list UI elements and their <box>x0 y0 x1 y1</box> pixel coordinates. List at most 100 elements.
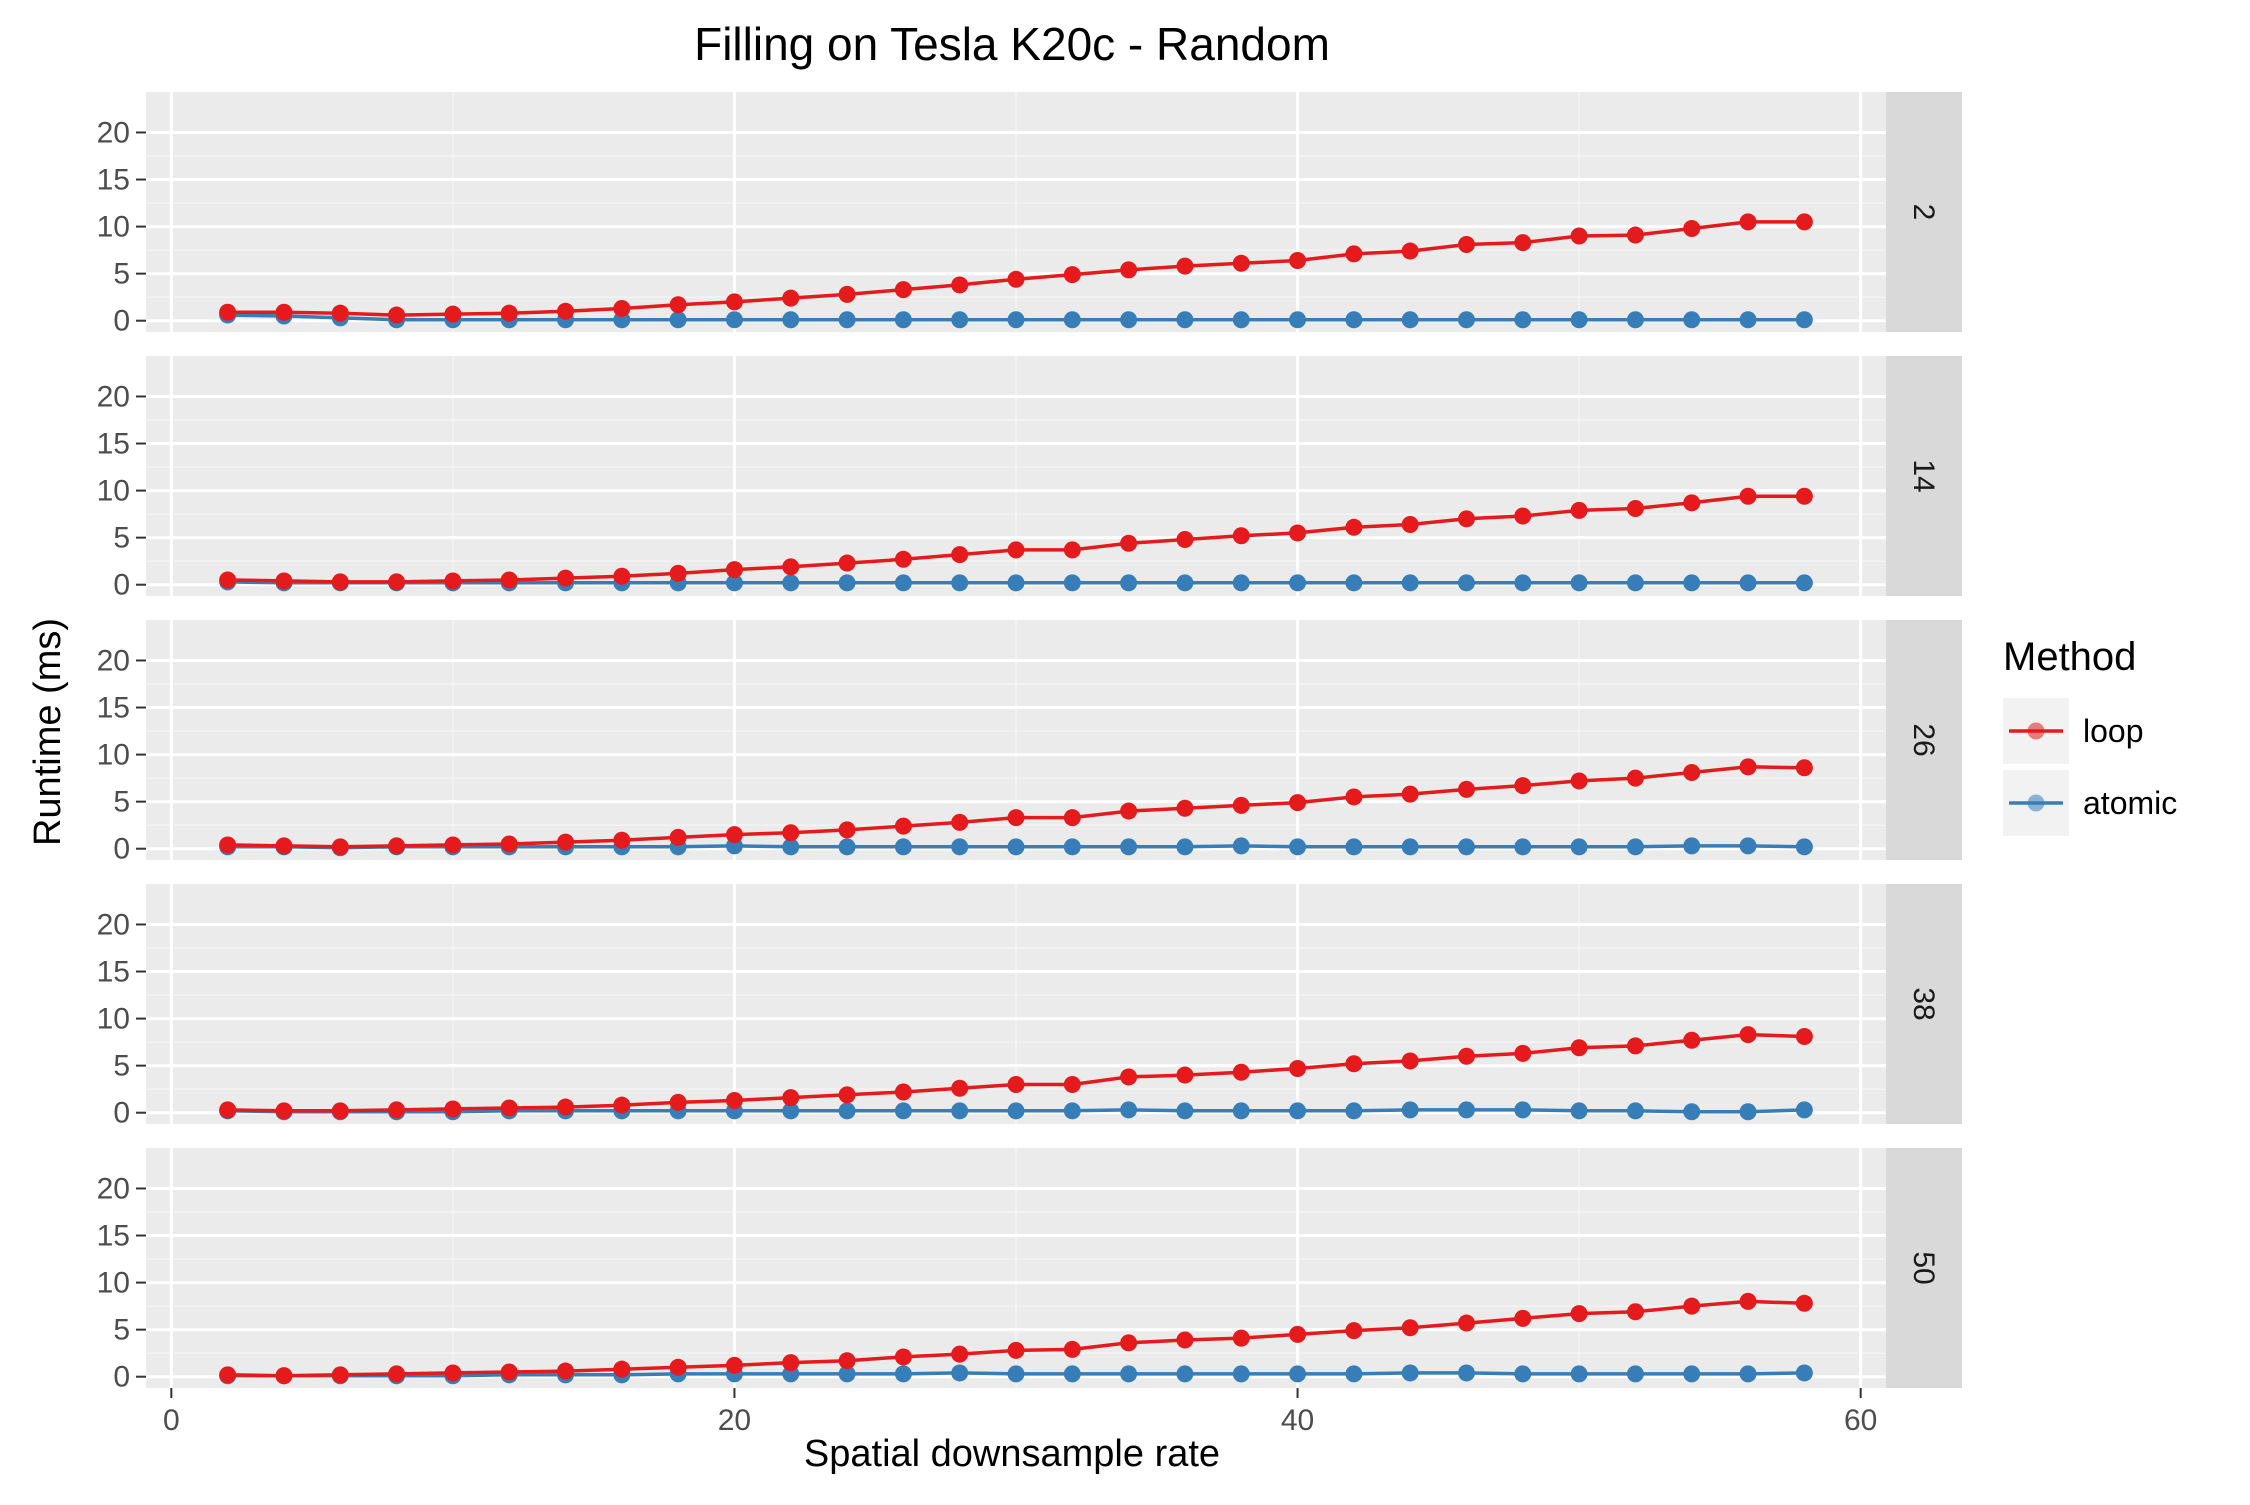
data-point-loop <box>1457 235 1475 253</box>
data-point-loop <box>951 813 969 831</box>
data-point-loop <box>557 833 575 851</box>
data-point-atomic <box>1570 311 1588 329</box>
data-point-loop <box>1232 254 1250 272</box>
data-point-loop <box>1176 257 1194 275</box>
x-axis: 0 20 40 60 <box>163 1388 1877 1437</box>
facet-strip-label: 2 <box>1907 204 1940 221</box>
y-tick-label: 10 <box>97 739 130 772</box>
series-loop <box>219 213 1813 324</box>
data-point-loop <box>500 1363 518 1381</box>
data-point-loop <box>613 1096 631 1114</box>
data-point-loop <box>275 1102 293 1120</box>
data-point-loop <box>1176 1066 1194 1084</box>
y-tick-label: 0 <box>113 569 130 602</box>
data-point-atomic <box>1457 574 1475 592</box>
data-point-loop <box>500 1099 518 1117</box>
data-point-atomic <box>1289 574 1307 592</box>
y-tick-label: 15 <box>97 1220 130 1253</box>
data-point-loop <box>1457 1047 1475 1065</box>
data-point-atomic <box>1795 1364 1813 1382</box>
data-point-loop <box>838 821 856 839</box>
data-point-loop <box>500 571 518 589</box>
data-point-atomic <box>1457 838 1475 856</box>
data-point-loop <box>1457 780 1475 798</box>
data-point-atomic <box>1345 1102 1363 1120</box>
data-point-atomic <box>1626 838 1644 856</box>
data-point-loop <box>1120 802 1138 820</box>
data-point-loop <box>1232 796 1250 814</box>
data-point-loop <box>1007 541 1025 559</box>
data-point-loop <box>1120 261 1138 279</box>
data-point-loop <box>1626 1303 1644 1321</box>
data-point-loop <box>894 817 912 835</box>
data-point-atomic <box>1232 1102 1250 1120</box>
data-point-atomic <box>1120 574 1138 592</box>
data-point-atomic <box>1063 311 1081 329</box>
data-point-loop <box>782 289 800 307</box>
data-point-loop <box>1345 1322 1363 1340</box>
data-point-loop <box>388 573 406 591</box>
data-point-loop <box>1176 531 1194 549</box>
data-point-atomic <box>894 838 912 856</box>
data-point-loop <box>1570 227 1588 245</box>
data-point-atomic <box>782 311 800 329</box>
data-point-atomic <box>1795 574 1813 592</box>
data-point-loop <box>838 554 856 572</box>
chart-title: Filling on Tesla K20c - Random <box>694 18 1330 70</box>
series-loop <box>219 1026 1813 1120</box>
data-point-loop <box>444 836 462 854</box>
data-point-atomic <box>838 574 856 592</box>
data-point-loop <box>725 1091 743 1109</box>
data-point-atomic <box>1626 1365 1644 1383</box>
data-point-atomic <box>951 574 969 592</box>
y-tick-label: 0 <box>113 305 130 338</box>
data-point-atomic <box>1683 311 1701 329</box>
data-point-atomic <box>1795 311 1813 329</box>
data-point-loop <box>1795 213 1813 231</box>
data-point-loop <box>1401 515 1419 533</box>
data-point-loop <box>1120 1068 1138 1086</box>
data-point-atomic <box>1232 574 1250 592</box>
data-point-loop <box>1570 1305 1588 1323</box>
data-point-atomic <box>894 1102 912 1120</box>
series-loop <box>219 1292 1813 1385</box>
data-point-loop <box>331 304 349 322</box>
data-point-loop <box>782 824 800 842</box>
data-point-atomic <box>1401 1101 1419 1119</box>
data-point-atomic <box>1120 1101 1138 1119</box>
data-point-atomic <box>1457 311 1475 329</box>
data-point-atomic <box>1289 1102 1307 1120</box>
data-point-loop <box>951 1345 969 1363</box>
data-point-loop <box>1795 1294 1813 1312</box>
data-point-loop <box>1683 1297 1701 1315</box>
x-tick-label: 60 <box>1844 1404 1877 1437</box>
data-point-loop <box>838 1086 856 1104</box>
facet-strip-label: 14 <box>1907 459 1940 492</box>
data-point-loop <box>1289 1059 1307 1077</box>
data-point-loop <box>894 1348 912 1366</box>
data-point-atomic <box>1007 574 1025 592</box>
facet-strip-label: 26 <box>1907 723 1940 756</box>
data-point-atomic <box>1007 311 1025 329</box>
data-point-atomic <box>1570 574 1588 592</box>
data-point-loop <box>894 281 912 299</box>
data-point-atomic <box>1514 1365 1532 1383</box>
data-point-loop <box>1514 234 1532 252</box>
data-point-loop <box>500 835 518 853</box>
data-point-atomic <box>1063 1365 1081 1383</box>
data-point-atomic <box>1120 311 1138 329</box>
data-point-atomic <box>838 1102 856 1120</box>
data-point-loop <box>894 550 912 568</box>
data-point-loop <box>669 296 687 314</box>
data-point-atomic <box>1683 837 1701 855</box>
data-point-atomic <box>725 574 743 592</box>
data-point-loop <box>219 1101 237 1119</box>
data-point-atomic <box>838 838 856 856</box>
data-point-atomic <box>894 311 912 329</box>
data-point-atomic <box>1626 311 1644 329</box>
data-point-loop <box>725 826 743 844</box>
data-point-loop <box>1345 518 1363 536</box>
facet-strip <box>1886 884 1962 1124</box>
data-point-atomic <box>1345 1365 1363 1383</box>
